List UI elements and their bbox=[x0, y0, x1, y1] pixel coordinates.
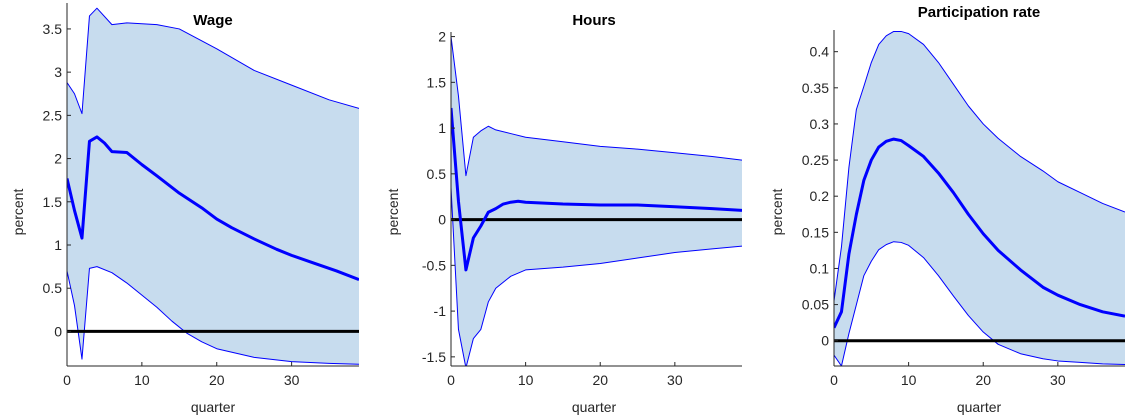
y-tick-label: 0.1 bbox=[810, 260, 830, 276]
median-line bbox=[834, 137, 1125, 329]
upper-bound-line bbox=[67, 7, 359, 115]
x-tick-label: 10 bbox=[518, 372, 534, 388]
panel-participation-rate: 0 10 20 30 0 0.05 0.1 0.15 0.2 0.25 0.3 0.35 0.4 Par… bbox=[769, 4, 1125, 415]
y-axis-label: percent bbox=[385, 189, 401, 236]
y-tick-label: -1 bbox=[434, 303, 447, 319]
x-tick-label: 20 bbox=[592, 372, 608, 388]
y-axis-label: percent bbox=[10, 189, 26, 236]
panel-title: Participation rate bbox=[918, 4, 1041, 21]
y-tick-label: 1 bbox=[438, 120, 446, 136]
y-tick-label: -1.5 bbox=[422, 349, 446, 365]
y-tick-label: 0.35 bbox=[802, 80, 829, 96]
x-axis-label: quarter bbox=[957, 399, 1002, 415]
x-axis-label: quarter bbox=[191, 399, 236, 415]
plot-area: 0 10 20 30 0 0.5 1 1.5 2 2.5 3 3.5 bbox=[43, 3, 359, 388]
panel-wage: 0 10 20 30 0 0.5 1 1.5 2 2.5 3 3.5 Wage percent qua… bbox=[10, 3, 359, 415]
x-tick-label: 0 bbox=[447, 372, 455, 388]
series-group bbox=[451, 36, 742, 366]
x-tick-label: 30 bbox=[1050, 372, 1066, 388]
panel-title: Hours bbox=[572, 12, 615, 29]
x-tick-label: 0 bbox=[63, 372, 71, 388]
upper-bound-line bbox=[834, 30, 1125, 302]
x-tick-label: 20 bbox=[209, 372, 225, 388]
y-tick-label: 1.5 bbox=[43, 194, 63, 210]
series-group bbox=[834, 30, 1125, 366]
y-tick-label: 0.25 bbox=[802, 152, 829, 168]
x-tick-label: 30 bbox=[284, 372, 300, 388]
y-tick-label: 0.3 bbox=[810, 116, 830, 132]
y-tick-label: 0.5 bbox=[43, 280, 63, 296]
y-tick-label: 0 bbox=[54, 323, 62, 339]
y-axis-label: percent bbox=[769, 189, 785, 236]
y-tick-label: 0.15 bbox=[802, 224, 829, 240]
panel-hours: 0 10 20 30 -1.5 -1 -0.5 0 0.5 1 1.5 2 Hours percent… bbox=[385, 12, 742, 415]
confidence-band bbox=[451, 36, 742, 366]
median-line bbox=[67, 135, 359, 281]
y-tick-label: 0 bbox=[821, 333, 829, 349]
y-tick-label: 2 bbox=[438, 29, 446, 45]
median-line bbox=[451, 107, 742, 272]
lower-bound-line bbox=[67, 266, 359, 365]
confidence-band bbox=[834, 31, 1125, 366]
y-tick-label: 3 bbox=[54, 64, 62, 80]
series-group bbox=[67, 7, 359, 365]
lower-bound-line bbox=[834, 241, 1125, 366]
y-tick-label: 0 bbox=[438, 212, 446, 228]
y-tick-label: 0.2 bbox=[810, 188, 830, 204]
y-tick-label: 2 bbox=[54, 151, 62, 167]
y-tick-label: 0.5 bbox=[427, 166, 447, 182]
x-tick-label: 30 bbox=[667, 372, 683, 388]
y-tick-label: 0.05 bbox=[802, 297, 829, 313]
x-tick-label: 10 bbox=[134, 372, 150, 388]
y-tick-label: 2.5 bbox=[43, 107, 63, 123]
panel-title: Wage bbox=[193, 12, 232, 29]
confidence-band bbox=[67, 8, 359, 365]
x-axis-label: quarter bbox=[572, 399, 617, 415]
plot-area: 0 10 20 30 0 0.05 0.1 0.15 0.2 0.25 0.3 0.35 0.4 bbox=[802, 30, 1125, 388]
y-tick-label: 3.5 bbox=[43, 21, 63, 37]
y-tick-label: 1.5 bbox=[427, 74, 447, 90]
y-tick-label: 1 bbox=[54, 237, 62, 253]
x-tick-label: 20 bbox=[975, 372, 991, 388]
upper-bound-line bbox=[451, 36, 742, 177]
lower-bound-line bbox=[451, 187, 742, 366]
y-tick-label: -0.5 bbox=[422, 257, 446, 273]
y-tick-label: 0.4 bbox=[810, 44, 830, 60]
x-tick-label: 0 bbox=[830, 372, 838, 388]
plot-area: 0 10 20 30 -1.5 -1 -0.5 0 0.5 1 1.5 2 bbox=[422, 29, 742, 388]
x-tick-label: 10 bbox=[901, 372, 917, 388]
